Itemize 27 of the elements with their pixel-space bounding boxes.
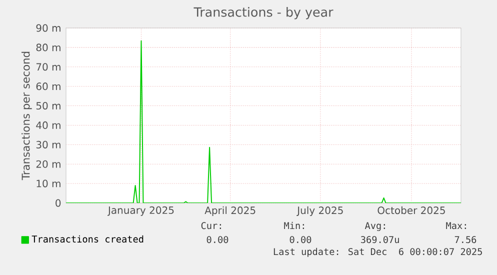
line-series [66, 40, 461, 203]
y-tick-label: 40 m [36, 121, 60, 130]
text: Cur: [201, 222, 221, 230]
text: Min: [284, 222, 304, 229]
y-tick-label: 50 m [36, 102, 60, 110]
text: 0.00 [290, 236, 312, 244]
text: 369.07u [361, 236, 399, 244]
text: Max: [446, 222, 466, 230]
x-tick-label: October 2025 [378, 206, 445, 214]
y-tick-label: 10 m [36, 180, 60, 188]
text: Last update: Sat Dec 6 00:00:07 2025 [274, 248, 482, 257]
y-tick-label: 30 m [36, 140, 60, 148]
y-tick-label: 60 m [36, 82, 60, 90]
x-tick-label: April 2025 [204, 206, 256, 216]
x-tick-label: January 2025 [107, 206, 174, 216]
legend-label: Transactions created [32, 235, 144, 243]
text: 7.56 [454, 236, 476, 244]
y-axis-title: Transactions per second [22, 52, 32, 180]
y-tick-label: 90 m [36, 24, 60, 32]
x-tick-label: July 2025 [296, 206, 343, 216]
text: 0.00 [206, 236, 228, 244]
y-tick-label: 80 m [36, 44, 60, 52]
chart-title: Transactions - by year [194, 7, 334, 20]
text: Avg: [364, 222, 385, 231]
y-tick-label: 0 [56, 199, 61, 207]
y-tick-label: 70 m [36, 63, 60, 71]
y-tick-label: 20 m [36, 160, 60, 168]
